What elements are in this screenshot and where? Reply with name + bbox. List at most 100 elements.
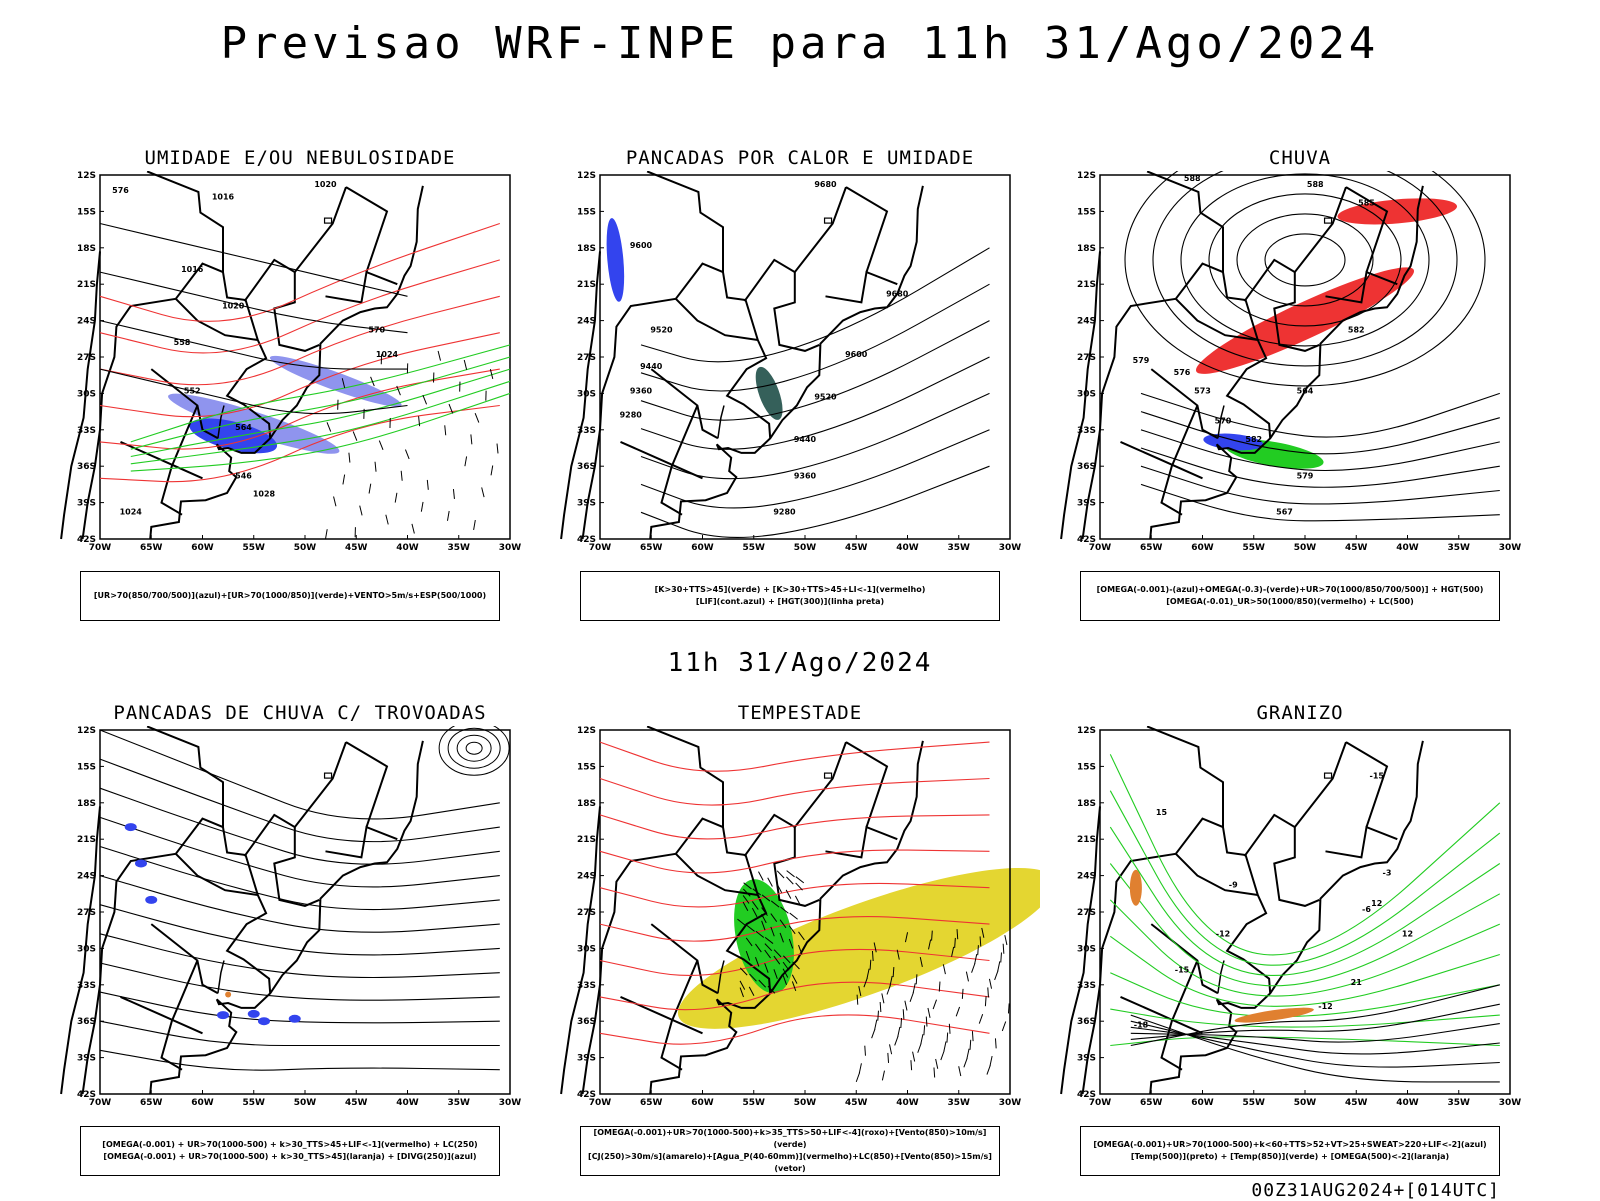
wind-vector xyxy=(972,963,975,972)
lif-area xyxy=(604,217,627,302)
panel-title: GRANIZO xyxy=(1060,702,1540,724)
contour-label: 567 xyxy=(1276,508,1293,517)
atlantic-coastline xyxy=(1150,186,1423,539)
divergence-patch xyxy=(289,1015,301,1023)
panel-title: TEMPESTADE xyxy=(560,702,1040,724)
state-border xyxy=(1274,827,1319,906)
lat-tick-label: 21S xyxy=(577,280,596,290)
lat-tick-label: 30S xyxy=(77,389,96,399)
lat-tick-label: 39S xyxy=(77,499,96,509)
wind-vector xyxy=(859,1063,861,1073)
lon-tick-label: 55W xyxy=(1243,1098,1266,1108)
wind-vector xyxy=(475,413,479,422)
wind-vector xyxy=(758,872,763,881)
wind-vector xyxy=(786,877,793,884)
lat-tick-label: 12S xyxy=(1077,726,1096,736)
wind-vector xyxy=(401,471,402,481)
wind-vector xyxy=(990,1056,992,1066)
wind-vector xyxy=(796,877,804,883)
lat-tick-label: 30S xyxy=(1077,389,1096,399)
lon-tick-label: 65W xyxy=(640,543,663,553)
hgt-contour xyxy=(641,284,990,391)
contour-label: 573 xyxy=(1194,386,1211,395)
lat-tick-label: 24S xyxy=(577,872,596,882)
wind-vector xyxy=(959,1066,961,1076)
federal-district xyxy=(1325,773,1332,778)
wind-vector xyxy=(880,1002,881,1012)
wind-vector xyxy=(787,871,795,877)
lat-tick-label: 21S xyxy=(77,835,96,845)
lat-tick-label: 12S xyxy=(77,171,96,181)
lat-tick-label: 36S xyxy=(77,462,96,472)
wind-vector xyxy=(921,1034,923,1044)
wind-vector xyxy=(882,1071,884,1081)
wind-vector xyxy=(933,1000,936,1009)
wind-vector xyxy=(956,1007,959,1016)
lat-tick-label: 27S xyxy=(1077,353,1096,363)
wind-vector xyxy=(936,1059,938,1069)
contour-label: -15 xyxy=(1370,772,1385,781)
lat-tick-label: 33S xyxy=(1077,426,1096,436)
wind-vector xyxy=(1001,952,1002,962)
wind-vector xyxy=(790,913,798,919)
lat-tick-label: 15S xyxy=(577,207,596,217)
wind-vector xyxy=(1002,1022,1005,1031)
contour-label: 1024 xyxy=(120,508,143,517)
wind-vector xyxy=(1005,935,1007,945)
lat-tick-label: 30S xyxy=(577,389,596,399)
contour-label: 558 xyxy=(174,338,191,347)
lat-tick-label: 33S xyxy=(77,981,96,991)
wind-vector xyxy=(423,395,427,404)
lat-tick-label: 15S xyxy=(1077,762,1096,772)
lat-tick-label: 21S xyxy=(1077,835,1096,845)
isobar xyxy=(100,224,408,297)
wind-vector xyxy=(978,945,979,955)
wind-vector xyxy=(474,520,476,530)
divergence-patch xyxy=(125,823,137,831)
wind-vector xyxy=(979,1014,982,1023)
state-border xyxy=(346,187,387,272)
wind-vector xyxy=(464,360,466,370)
lon-tick-label: 70W xyxy=(1089,1098,1112,1108)
state-border xyxy=(647,726,723,853)
lon-tick-label: 70W xyxy=(1089,543,1112,553)
wind-vector xyxy=(1003,944,1004,954)
wind-vector xyxy=(375,462,376,472)
wind-vector xyxy=(421,502,423,512)
wind-vector xyxy=(934,1067,935,1077)
lat-tick-label: 21S xyxy=(1077,280,1096,290)
legend-tempestade: [OMEGA(-0.001)+UR>70(1000-500)+k>35_TTS>… xyxy=(580,1126,1000,1176)
state-border xyxy=(774,827,819,906)
contour-label: -15 xyxy=(1175,966,1190,975)
lat-tick-label: 18S xyxy=(577,244,596,254)
wind-vector xyxy=(857,995,858,1005)
contour-label: -6 xyxy=(1362,905,1371,914)
contour-label: 21 xyxy=(1351,978,1363,987)
panel-title: PANCADAS DE CHUVA C/ TROVOADAS xyxy=(60,702,540,724)
run-info: 00Z31AUG2024+[014UTC] xyxy=(1251,1180,1500,1201)
contour-label: 9360 xyxy=(630,386,653,395)
wind-vector xyxy=(395,493,397,503)
omega-hail-area-andes xyxy=(1130,870,1142,906)
wind-vector xyxy=(453,489,454,499)
wind-vector xyxy=(412,524,414,534)
lat-tick-label: 39S xyxy=(77,1054,96,1064)
lon-tick-label: 45W xyxy=(845,1098,868,1108)
lat-tick-label: 33S xyxy=(1077,981,1096,991)
contour-label: 570 xyxy=(1215,417,1232,426)
wind-vector xyxy=(964,1058,967,1067)
wind-vector xyxy=(949,1024,950,1034)
contour-label: 552 xyxy=(184,386,201,395)
temp850-contour xyxy=(1110,900,1500,996)
contour-label: 564 xyxy=(1297,386,1314,395)
lon-tick-label: 50W xyxy=(294,1098,317,1108)
wind-vector xyxy=(870,960,871,970)
lat-tick-label: 15S xyxy=(77,207,96,217)
lat-tick-label: 12S xyxy=(577,726,596,736)
state-border xyxy=(162,961,198,1070)
lon-tick-label: 40W xyxy=(896,1098,919,1108)
